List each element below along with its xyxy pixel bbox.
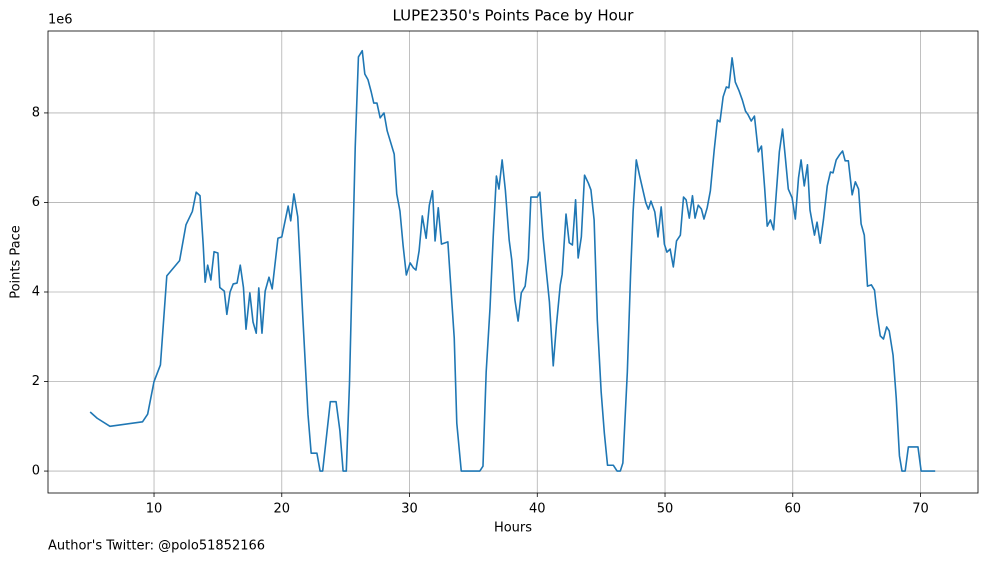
x-tick-label: 40 bbox=[529, 502, 546, 517]
y-axis-label: Points Pace bbox=[9, 225, 24, 299]
x-tick-label: 50 bbox=[657, 502, 674, 517]
footnote: Author's Twitter: @polo51852166 bbox=[48, 539, 265, 554]
x-axis-label: Hours bbox=[494, 521, 532, 536]
x-tick-label: 70 bbox=[912, 502, 929, 517]
y-tick-label: 4 bbox=[32, 284, 40, 299]
y-tick-label: 2 bbox=[32, 374, 40, 389]
plot-frame bbox=[47, 30, 979, 494]
data-line bbox=[89, 49, 936, 472]
y-tick-label: 0 bbox=[32, 464, 40, 479]
y-tick-label: 8 bbox=[32, 105, 40, 120]
x-tick-label: 30 bbox=[401, 502, 418, 517]
y-offset-text: 1e6 bbox=[48, 13, 73, 28]
x-tick-label: 20 bbox=[274, 502, 291, 517]
y-tick-label: 6 bbox=[32, 195, 40, 210]
chart-title: LUPE2350's Points Pace by Hour bbox=[393, 7, 635, 25]
x-tick-label: 10 bbox=[146, 502, 163, 517]
x-tick-label: 60 bbox=[784, 502, 801, 517]
